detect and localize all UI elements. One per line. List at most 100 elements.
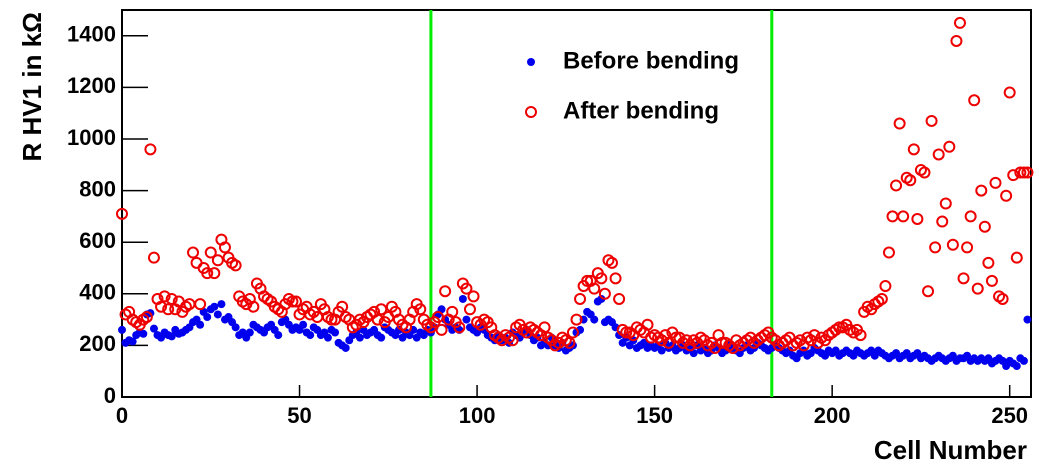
- x-tick-label: 250: [991, 403, 1028, 428]
- data-point: [886, 210, 899, 223]
- data-point: [162, 303, 175, 316]
- data-point: [574, 292, 587, 305]
- x-tick-label: 200: [814, 403, 851, 428]
- data-point: [893, 117, 906, 130]
- data-point: [1017, 166, 1030, 179]
- data-point: [975, 184, 988, 197]
- data-point: [985, 274, 998, 287]
- data-point: [203, 313, 212, 322]
- data-point: [155, 300, 168, 313]
- data-point: [147, 251, 160, 264]
- data-point: [957, 272, 970, 285]
- data-point: [190, 256, 203, 269]
- data-point: [506, 334, 519, 347]
- data-point: [597, 294, 606, 303]
- data-point: [245, 328, 254, 337]
- y-tick-label: 200: [79, 331, 116, 356]
- data-point: [439, 285, 452, 298]
- data-point: [1007, 169, 1020, 182]
- data-point: [218, 241, 231, 254]
- data-point: [982, 256, 995, 269]
- data-point: [882, 246, 895, 259]
- data-point: [201, 267, 214, 280]
- data-point: [432, 311, 445, 324]
- data-point: [446, 305, 459, 318]
- data-point: [341, 343, 350, 352]
- data-point: [149, 324, 158, 333]
- data-point: [925, 114, 938, 127]
- data-point: [563, 336, 576, 349]
- data-point: [414, 303, 427, 316]
- data-point: [581, 274, 594, 287]
- legend-marker: [525, 106, 537, 118]
- data-point: [458, 294, 467, 303]
- data-point: [1019, 356, 1028, 365]
- data-point: [453, 321, 466, 334]
- legend-label: After bending: [563, 97, 719, 124]
- data-point: [657, 346, 666, 355]
- data-point: [641, 318, 654, 331]
- data-point: [217, 300, 226, 309]
- data-point: [208, 267, 221, 280]
- x-tick-label: 0: [116, 403, 128, 428]
- data-point: [961, 241, 974, 254]
- data-point: [620, 326, 633, 339]
- data-point: [989, 176, 1002, 189]
- data-point: [116, 207, 128, 220]
- data-point: [570, 313, 583, 326]
- data-point: [144, 143, 157, 156]
- data-point: [1014, 166, 1027, 179]
- y-tick-label: 1400: [67, 22, 116, 47]
- data-point: [875, 292, 888, 305]
- data-point: [462, 315, 471, 324]
- data-point: [467, 290, 480, 303]
- data-point: [194, 298, 207, 311]
- data-point: [336, 300, 349, 313]
- data-point: [968, 94, 981, 107]
- data-point: [204, 246, 217, 259]
- data-point: [609, 272, 622, 285]
- x-axis-title: Cell Number: [874, 435, 1027, 465]
- data-point: [325, 313, 338, 326]
- data-point: [460, 282, 473, 295]
- data-point: [165, 292, 178, 305]
- data-point: [538, 321, 551, 334]
- data-point: [274, 331, 283, 340]
- data-point: [978, 220, 991, 233]
- data-point: [435, 323, 448, 336]
- data-point: [936, 215, 949, 228]
- legend-label: Before bending: [563, 47, 739, 74]
- data-point: [890, 179, 903, 192]
- data-point: [371, 313, 384, 326]
- data-point: [833, 321, 846, 334]
- data-point: [211, 254, 224, 267]
- data-point: [716, 336, 729, 349]
- data-point: [996, 292, 1009, 305]
- y-tick-label: 800: [79, 176, 116, 201]
- data-point: [118, 325, 126, 334]
- data-point: [854, 329, 867, 342]
- data-point: [598, 287, 611, 300]
- data-point: [943, 140, 956, 153]
- data-point: [566, 326, 579, 339]
- data-point: [306, 331, 315, 340]
- data-point: [139, 329, 148, 338]
- data-point: [950, 34, 963, 47]
- data-point: [1021, 166, 1034, 179]
- data-point: [213, 310, 222, 319]
- y-tick-label: 0: [104, 383, 116, 408]
- data-point: [1003, 86, 1016, 99]
- data-point: [932, 148, 945, 161]
- data-point: [922, 285, 935, 298]
- data-point: [229, 259, 242, 272]
- y-tick-label: 400: [79, 280, 116, 305]
- data-point: [1010, 251, 1023, 264]
- data-point: [247, 300, 260, 313]
- data-point: [463, 303, 476, 316]
- legend-marker: [527, 58, 535, 66]
- data-point: [606, 256, 619, 269]
- data-point: [196, 320, 205, 329]
- data-point: [929, 241, 942, 254]
- data-point: [588, 282, 601, 295]
